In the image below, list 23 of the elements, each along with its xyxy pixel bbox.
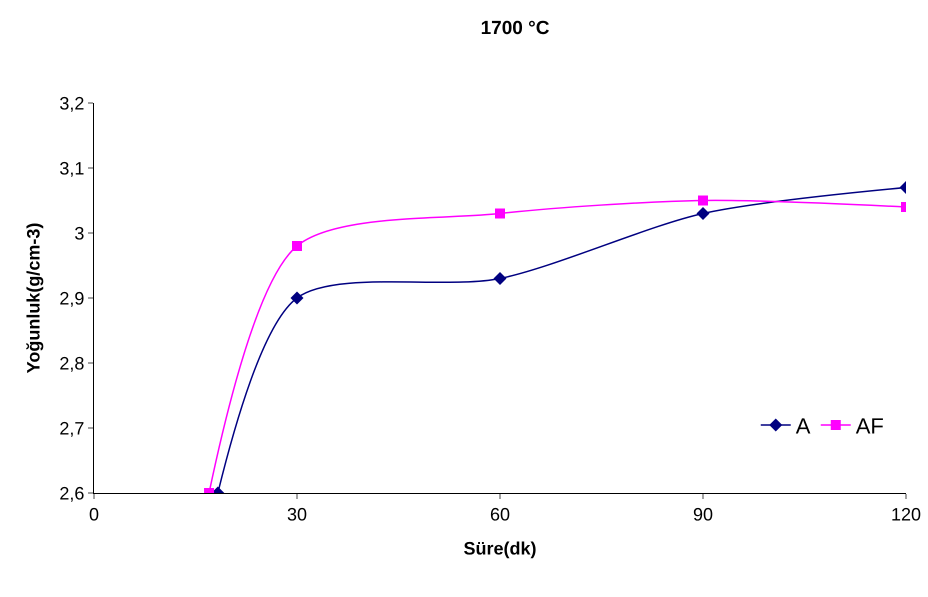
point: [495, 208, 505, 218]
x-tick-label: 90: [692, 504, 714, 525]
y-axis-title: Yoğunluk(g/cm-3): [24, 222, 44, 374]
x-tick-label: 30: [286, 504, 308, 525]
x-tick-label: 60: [490, 504, 510, 525]
point: [696, 207, 710, 220]
y-tick-label: 2,9: [59, 288, 84, 308]
x-tick-label: 0: [88, 504, 100, 525]
x-axis-title: Süre(dk): [463, 538, 537, 559]
legend-label: A: [796, 414, 811, 439]
x-tick-label: 120: [890, 504, 922, 525]
y-tick-label: 2,7: [59, 418, 84, 438]
y-tick-label: 2,6: [59, 483, 84, 504]
point: [698, 196, 708, 206]
point: [494, 272, 506, 285]
chart-title: 1700 °C: [480, 18, 550, 40]
point: [292, 241, 302, 251]
legend-label: AF: [856, 414, 884, 439]
y-tick-label: 3,1: [59, 158, 84, 178]
y-tick-label: 3,2: [59, 93, 84, 114]
point: [290, 292, 304, 304]
y-tick-label: 2,8: [59, 353, 84, 374]
y-tick-label: 3: [74, 223, 84, 244]
